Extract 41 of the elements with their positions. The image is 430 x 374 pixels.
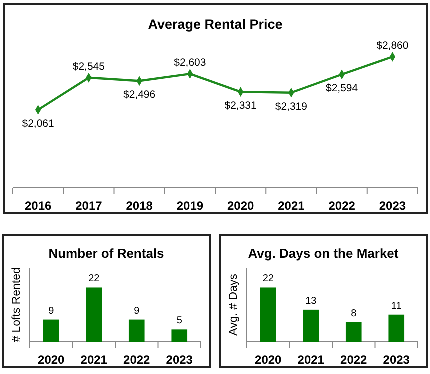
data-label: 13 — [306, 296, 318, 307]
data-label: $2,860 — [376, 40, 409, 52]
y-axis-title: # Lofts Rented — [11, 268, 23, 342]
x-tick-label: 2016 — [24, 199, 52, 214]
x-tick-label: 2023 — [383, 353, 410, 368]
data-label: $2,496 — [124, 89, 156, 102]
data-label: $2,603 — [174, 57, 206, 70]
data-label: $2,545 — [72, 60, 106, 73]
data-label: 9 — [48, 306, 55, 317]
x-tick-label: 2020 — [227, 199, 254, 214]
data-label: $2,319 — [275, 100, 308, 113]
data-label: 22 — [262, 274, 274, 285]
bar — [260, 288, 276, 342]
bar — [388, 314, 405, 342]
x-tick-label: 2021 — [278, 199, 306, 214]
data-label: $2,061 — [22, 118, 55, 130]
x-tick-label: 2020 — [38, 353, 66, 368]
data-label: 22 — [88, 274, 100, 285]
x-tick-label: 2020 — [255, 353, 282, 368]
data-label: 5 — [176, 316, 183, 327]
x-tick-label: 2022 — [124, 353, 151, 368]
x-tick-label: 2022 — [340, 353, 368, 368]
bar — [346, 322, 362, 342]
x-tick-label: 2023 — [166, 353, 194, 368]
x-tick-label: 2019 — [176, 199, 204, 214]
chart-title: Number of Rentals — [48, 246, 164, 261]
x-tick-label: 2017 — [76, 199, 103, 214]
x-tick-label: 2021 — [298, 353, 325, 368]
bar — [303, 310, 320, 342]
chart-title: Avg. Days on the Market — [248, 246, 400, 261]
data-label: 9 — [134, 306, 140, 317]
data-label: 11 — [391, 300, 402, 312]
y-axis-title: Avg. # Days — [228, 274, 240, 336]
x-tick-label: 2021 — [80, 353, 108, 368]
x-tick-label: 2023 — [379, 199, 406, 214]
x-tick-label: 2022 — [328, 199, 356, 214]
data-label: 8 — [351, 308, 358, 320]
data-label: $2,594 — [326, 82, 358, 95]
data-label: $2,331 — [224, 100, 258, 112]
x-tick-label: 2018 — [126, 199, 154, 214]
chart-title: Average Rental Price — [148, 17, 284, 32]
